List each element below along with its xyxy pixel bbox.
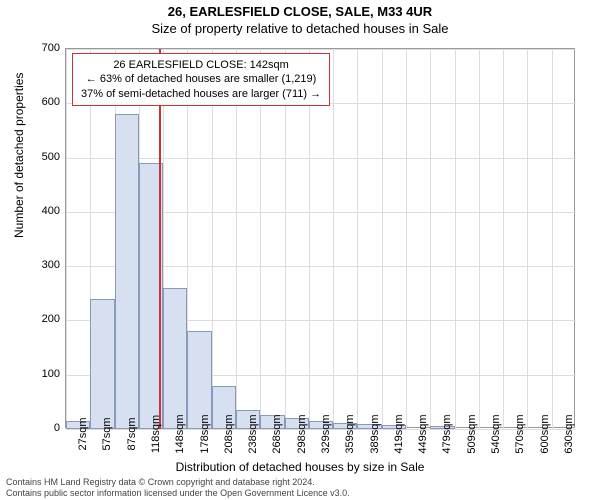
x-tick-label: 118sqm (150, 415, 162, 453)
reference-annotation-box: 26 EARLESFIELD CLOSE: 142sqm ← 63% of de… (72, 53, 330, 106)
x-tick-label: 630sqm (563, 414, 575, 453)
grid-line-v (357, 49, 358, 429)
x-tick-label: 87sqm (126, 417, 138, 450)
grid-line-h (66, 158, 576, 159)
grid-line-v (382, 49, 383, 429)
x-axis-label: Distribution of detached houses by size … (0, 460, 600, 474)
x-tick-label: 540sqm (490, 414, 502, 453)
grid-line-v (333, 49, 334, 429)
annotation-line-3: 37% of semi-detached houses are larger (… (81, 87, 321, 101)
x-tick-label: 389sqm (369, 414, 381, 453)
grid-line-v (260, 49, 261, 429)
grid-line-v (552, 49, 553, 429)
grid-line-v (406, 49, 407, 429)
x-tick-label: 570sqm (514, 414, 526, 453)
y-tick-label: 0 (30, 422, 60, 434)
annotation-line-1: 26 EARLESFIELD CLOSE: 142sqm (81, 58, 321, 72)
chart-title-main: 26, EARLESFIELD CLOSE, SALE, M33 4UR (0, 0, 600, 19)
x-tick-label: 238sqm (247, 414, 259, 453)
y-tick-label: 700 (30, 42, 60, 54)
x-tick-label: 208sqm (223, 414, 235, 453)
x-tick-label: 479sqm (441, 414, 453, 453)
x-tick-label: 178sqm (199, 414, 211, 453)
grid-line-h (66, 49, 576, 50)
annotation-line-2: ← 63% of detached houses are smaller (1,… (81, 72, 321, 86)
x-tick-label: 27sqm (77, 417, 89, 450)
grid-line-v (66, 49, 67, 429)
grid-line-v (503, 49, 504, 429)
histogram-bar (115, 114, 139, 429)
grid-line-v (236, 49, 237, 429)
footnote: Contains HM Land Registry data © Crown c… (6, 477, 350, 498)
x-tick-label: 419sqm (393, 414, 405, 453)
grid-line-v (212, 49, 213, 429)
y-tick-label: 200 (30, 313, 60, 325)
histogram-bar (163, 288, 187, 429)
grid-line-v (285, 49, 286, 429)
y-tick-label: 400 (30, 205, 60, 217)
y-tick-label: 300 (30, 259, 60, 271)
y-tick-label: 500 (30, 151, 60, 163)
x-tick-label: 449sqm (417, 414, 429, 453)
x-tick-label: 148sqm (174, 414, 186, 453)
reference-line (159, 49, 161, 429)
x-tick-label: 268sqm (271, 414, 283, 453)
footnote-line-1: Contains HM Land Registry data © Crown c… (6, 477, 350, 487)
chart-plot-area: 26 EARLESFIELD CLOSE: 142sqm ← 63% of de… (65, 48, 575, 428)
chart-title-sub: Size of property relative to detached ho… (0, 19, 600, 36)
x-tick-label: 57sqm (101, 417, 113, 450)
y-tick-label: 100 (30, 368, 60, 380)
grid-line-v (309, 49, 310, 429)
x-tick-label: 329sqm (320, 414, 332, 453)
y-axis-label: Number of detached properties (12, 73, 26, 238)
grid-line-v (479, 49, 480, 429)
footnote-line-2: Contains public sector information licen… (6, 488, 350, 498)
grid-line-v (455, 49, 456, 429)
x-tick-label: 509sqm (466, 414, 478, 453)
histogram-bar (90, 299, 114, 429)
x-tick-label: 298sqm (296, 414, 308, 453)
grid-line-v (430, 49, 431, 429)
grid-line-v (527, 49, 528, 429)
x-tick-label: 359sqm (344, 414, 356, 453)
y-tick-label: 600 (30, 96, 60, 108)
x-tick-label: 600sqm (539, 414, 551, 453)
